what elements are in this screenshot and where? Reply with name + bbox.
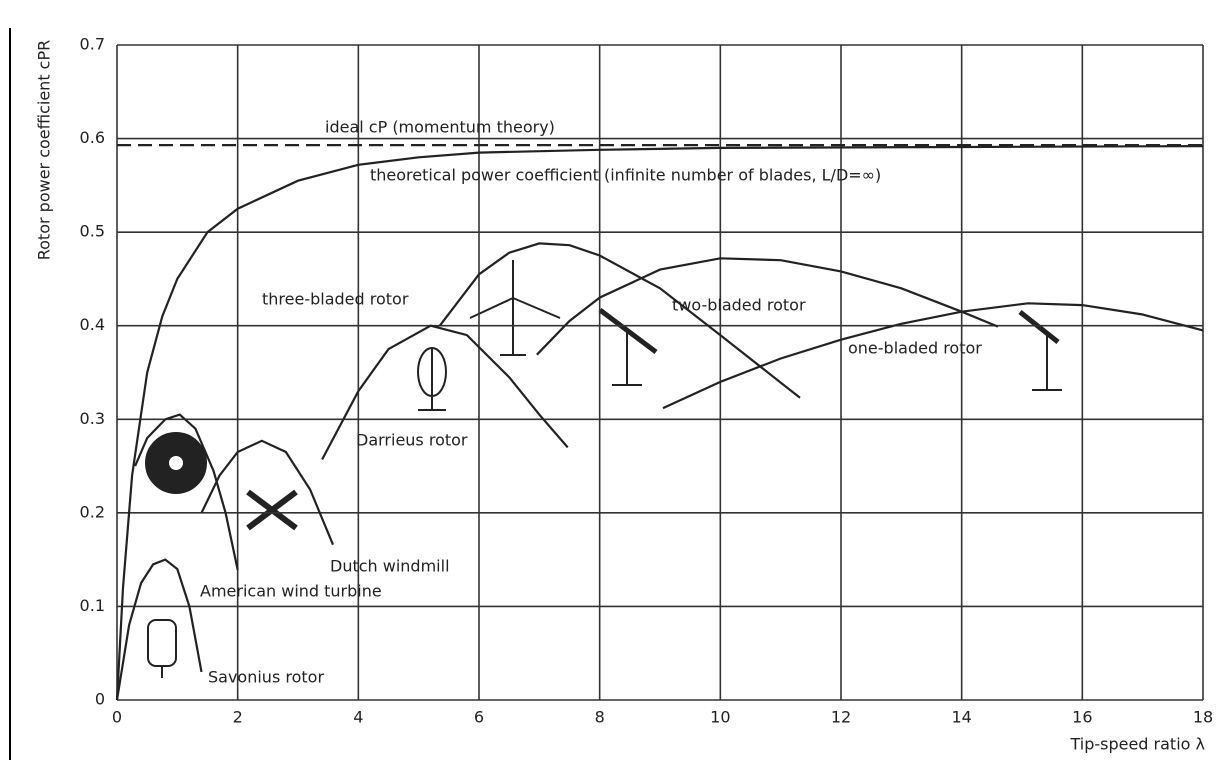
x-tick-label: 14	[951, 708, 971, 727]
curve-label: one-bladed rotor	[848, 339, 982, 358]
curve	[202, 441, 334, 545]
curve-label: Darrieus rotor	[356, 431, 468, 450]
chart: Rotor power coefficient cPR Tip-speed ra…	[0, 0, 1221, 760]
x-tick-label: 18	[1193, 708, 1213, 727]
x-tick-label: 10	[710, 708, 730, 727]
curve-label: American wind turbine	[200, 582, 382, 601]
curve-label: three-bladed rotor	[262, 290, 409, 309]
curve-label: two-bladed rotor	[672, 296, 806, 315]
curve-label: ideal cP (momentum theory)	[325, 118, 555, 137]
curve	[117, 146, 1203, 700]
y-tick-label: 0.3	[80, 409, 105, 428]
x-tick-label: 16	[1072, 708, 1092, 727]
curve-label: theoretical power coefficient (infinite …	[370, 166, 881, 185]
x-tick-label: 8	[595, 708, 605, 727]
y-tick-label: 0.4	[80, 315, 105, 334]
x-tick-label: 0	[112, 708, 122, 727]
y-tick-label: 0.1	[80, 596, 105, 615]
icons	[146, 260, 1062, 678]
x-tick-label: 12	[831, 708, 851, 727]
curve	[117, 560, 202, 700]
y-tick-label: 0.7	[80, 35, 105, 54]
x-axis-label: Tip-speed ratio λ	[1069, 735, 1205, 754]
curve-label: Dutch windmill	[330, 557, 450, 576]
curve-label: Savonius rotor	[208, 668, 324, 687]
x-tick-label: 2	[233, 708, 243, 727]
y-axis-label: Rotor power coefficient cPR	[35, 40, 54, 261]
curve	[440, 243, 800, 397]
y-tick-label: 0	[95, 690, 105, 709]
x-tick-label: 4	[353, 708, 363, 727]
y-tick-label: 0.6	[80, 128, 105, 147]
y-tick-label: 0.5	[80, 222, 105, 241]
y-tick-label: 0.2	[80, 502, 105, 521]
x-tick-label: 6	[474, 708, 484, 727]
